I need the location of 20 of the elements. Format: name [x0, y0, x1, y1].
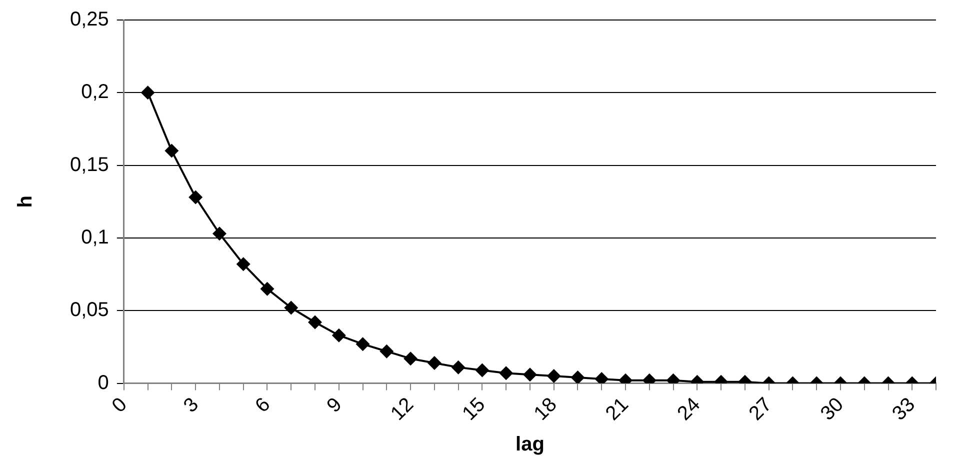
x-tick-label: 33	[888, 394, 920, 425]
y-tick-label: 0,1	[81, 226, 109, 248]
y-tick-label: 0,25	[70, 8, 109, 31]
y-tick-label: 0,15	[70, 154, 109, 176]
x-tick-label: 12	[386, 394, 418, 425]
y-tick-label: 0,2	[81, 81, 109, 104]
y-tick-label: 0,05	[70, 299, 109, 322]
x-axis-title: lag	[516, 434, 544, 456]
x-tick-label: 0	[108, 394, 132, 418]
y-axis-title: h	[14, 196, 37, 208]
x-tick-label: 18	[530, 394, 562, 425]
y-tick-label: 0	[98, 372, 109, 394]
x-tick-label: 24	[673, 394, 705, 425]
x-tick-label: 27	[744, 394, 776, 425]
x-tick-label: 9	[322, 394, 346, 418]
x-tick-label: 21	[602, 394, 633, 425]
x-tick-label: 15	[458, 394, 490, 425]
x-tick-label: 30	[816, 394, 848, 425]
x-tick-label: 3	[180, 394, 204, 418]
x-tick-label: 6	[251, 394, 275, 418]
